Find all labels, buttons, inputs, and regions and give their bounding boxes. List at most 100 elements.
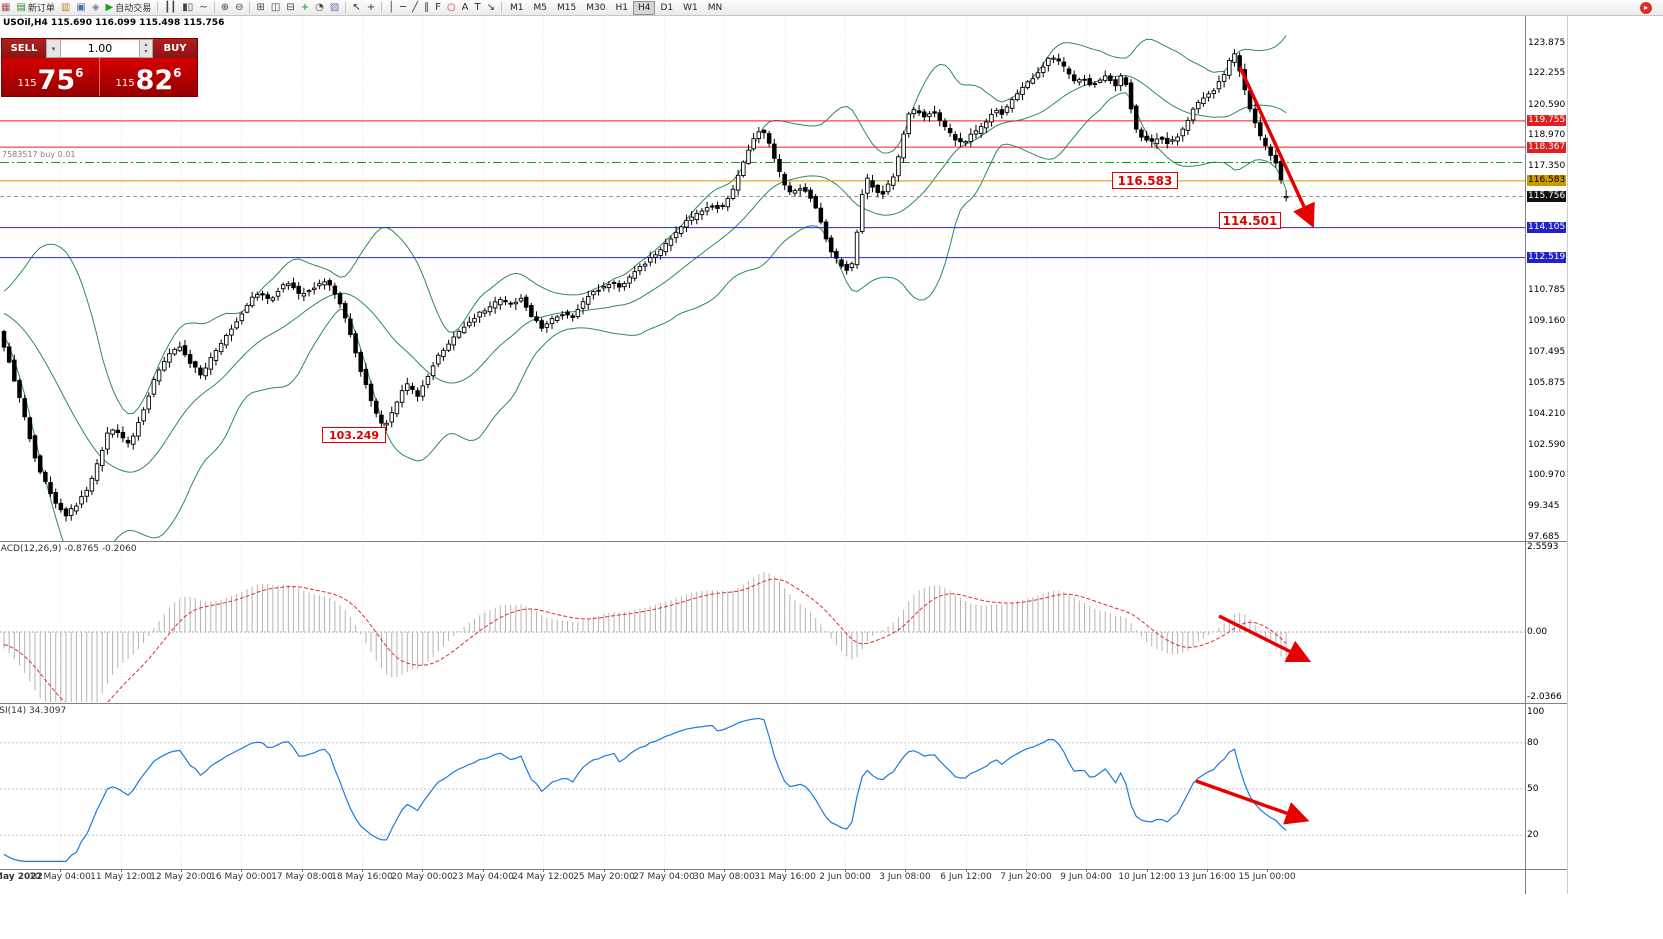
zoom-out-icon-glyph: ⊖ xyxy=(235,1,244,13)
cascade-windows-icon[interactable]: ◫ xyxy=(268,1,283,15)
chart-window-icon[interactable]: ▦ xyxy=(0,1,13,15)
timeframe-m30[interactable]: M30 xyxy=(586,2,606,13)
one-click-trading-panel: SELL ▾ ▴ ▾ BUY 115 75 6 115 82 6 xyxy=(1,38,198,97)
timeframe-h1[interactable]: H1 xyxy=(615,2,628,13)
price-axis-label: 123.875 xyxy=(1528,37,1566,48)
trend-arrow-main[interactable] xyxy=(1238,66,1315,229)
line-chart-icon-glyph: ~ xyxy=(199,1,208,13)
timeframe-mn[interactable]: MN xyxy=(707,2,723,13)
tile-windows-icon[interactable]: ⊞ xyxy=(253,1,267,15)
volume-input[interactable] xyxy=(61,39,140,58)
candlestick-chart-icon[interactable]: ▮▯ xyxy=(179,1,196,15)
price-annotation[interactable]: 114.501 xyxy=(1219,212,1281,229)
periods-icon-glyph: ◔ xyxy=(315,1,324,13)
spinner-down-icon[interactable]: ▾ xyxy=(144,47,148,55)
charts-icon-glyph: ▣ xyxy=(76,1,86,13)
indicators-icon-glyph: + xyxy=(300,1,310,13)
main-toolbar: ▦ ▤ 新订单 ▥ ▣ ◈ ▶ 自动交易 ┃┃ ▮▯ ~ ⊕ ⊖ ⊞ ◫ ⊟ + ◔ ▨ ↖ + │ ─ ╱ ∥ F ○ A T ↘ M1 M… xyxy=(0,0,1663,16)
shapes-icon[interactable]: ○ xyxy=(444,1,459,15)
label-icon-glyph: T xyxy=(474,1,481,13)
new-order-button[interactable]: ▤ 新订单 xyxy=(13,1,57,15)
time-axis-label: 7 Jun 20:00 xyxy=(1000,872,1052,882)
alerts-icon-glyph: ◈ xyxy=(91,1,100,13)
arrows-icon-glyph: ↘ xyxy=(486,1,496,13)
zoom-out-icon[interactable]: ⊖ xyxy=(232,1,246,15)
cursor-icon-glyph: ↖ xyxy=(352,1,361,13)
timeframe-m1[interactable]: M1 xyxy=(510,2,524,13)
buy-button[interactable]: BUY xyxy=(153,39,197,58)
sell-price-big: 75 xyxy=(37,64,76,96)
arrows-icon[interactable]: ↘ xyxy=(484,1,498,15)
horizontal-line-icon[interactable]: ─ xyxy=(397,1,409,15)
vertical-line-icon[interactable]: │ xyxy=(385,1,397,15)
toolbar-separator xyxy=(345,2,347,13)
auto-trading-button[interactable]: ▶ 自动交易 xyxy=(103,1,155,15)
price-axis-label: 115.756 xyxy=(1527,190,1566,202)
timeframe-h4[interactable]: H4 xyxy=(632,0,656,15)
sell-button[interactable]: SELL xyxy=(2,39,46,58)
volume-spinner[interactable]: ▴ ▾ xyxy=(140,39,153,58)
price-axis-label: 102.590 xyxy=(1528,439,1566,450)
chart-profiles-icon[interactable]: ▥ xyxy=(58,1,73,15)
buy-price-big: 82 xyxy=(135,64,174,96)
line-chart-icon[interactable]: ~ xyxy=(196,1,210,15)
timeframe-m15[interactable]: M15 xyxy=(557,2,577,13)
fibonacci-icon-glyph: F xyxy=(435,1,441,13)
price-annotation[interactable]: 103.249 xyxy=(322,427,386,443)
time-axis-label: 20 May 00:00 xyxy=(391,872,453,882)
arrange-windows-icon[interactable]: ⊟ xyxy=(283,1,297,15)
fibonacci-icon[interactable]: F xyxy=(432,1,444,15)
trend-arrow-macd[interactable] xyxy=(1218,614,1312,663)
cascade-windows-icon-glyph: ◫ xyxy=(270,1,281,13)
templates-icon-glyph: ▨ xyxy=(329,1,340,13)
spinner-up-icon[interactable]: ▴ xyxy=(144,40,148,48)
label-icon[interactable]: T xyxy=(472,1,484,15)
sell-price-display[interactable]: 115 75 6 xyxy=(2,58,99,96)
community-icon[interactable]: ▸ xyxy=(1640,1,1652,14)
charts-icon[interactable]: ▣ xyxy=(73,1,88,15)
price-axis-label: 99.345 xyxy=(1528,501,1560,512)
time-axis-label: 25 May 20:00 xyxy=(573,872,635,882)
time-axis-label: 11 May 12:00 xyxy=(90,872,152,882)
time-axis-label: 2 Jun 00:00 xyxy=(819,872,871,882)
cursor-icon[interactable]: ↖ xyxy=(349,1,363,15)
time-axis-label: 31 May 16:00 xyxy=(754,872,816,882)
timeframe-w1[interactable]: W1 xyxy=(683,2,698,13)
price-divider xyxy=(99,58,100,96)
price-axis-label: 119.755 xyxy=(1527,115,1566,127)
trade-panel-controls: SELL ▾ ▴ ▾ BUY xyxy=(2,39,197,58)
templates-icon[interactable]: ▨ xyxy=(327,1,342,15)
bar-chart-icon[interactable]: ┃┃ xyxy=(161,1,179,15)
rsi-layer xyxy=(0,717,1525,862)
time-axis-label: 3 Jun 08:00 xyxy=(879,872,931,882)
toolbar-separator xyxy=(157,2,159,13)
price-axis-label: 122.255 xyxy=(1528,68,1566,79)
rsi-axis-label: 100 xyxy=(1527,707,1545,717)
time-axis-label: 30 May 08:00 xyxy=(693,872,755,882)
buy-price-display[interactable]: 115 82 6 xyxy=(100,58,197,96)
alerts-icon[interactable]: ◈ xyxy=(89,1,103,15)
time-axis-label: 17 May 08:00 xyxy=(271,872,333,882)
rsi-axis-label: 80 xyxy=(1527,737,1539,748)
crosshair-icon[interactable]: + xyxy=(364,1,378,15)
volume-dropdown-icon[interactable]: ▾ xyxy=(46,39,61,58)
text-icon[interactable]: A xyxy=(459,1,472,15)
toolbar-separator xyxy=(381,2,383,13)
price-axis-label: 120.590 xyxy=(1528,99,1566,110)
periods-icon[interactable]: ◔ xyxy=(312,1,327,15)
time-axis-label: 13 Jun 16:00 xyxy=(1178,872,1236,882)
zoom-in-icon-glyph: ⊕ xyxy=(220,1,230,13)
horizontal-line-icon-glyph: ─ xyxy=(400,1,407,13)
timeframe-m5[interactable]: M5 xyxy=(533,2,548,13)
trendline-icon[interactable]: ╱ xyxy=(409,1,421,15)
indicators-icon[interactable]: + xyxy=(298,1,312,15)
timeframe-d1[interactable]: D1 xyxy=(660,2,674,13)
arrange-windows-icon-glyph: ⊟ xyxy=(286,1,295,13)
text-icon-glyph: A xyxy=(461,1,469,13)
time-axis-label: 27 May 04:00 xyxy=(633,872,695,882)
channel-icon[interactable]: ∥ xyxy=(421,1,432,15)
trend-arrow-rsi[interactable] xyxy=(1195,779,1310,825)
price-annotation[interactable]: 116.583 xyxy=(1112,172,1178,189)
zoom-in-icon[interactable]: ⊕ xyxy=(218,1,232,15)
